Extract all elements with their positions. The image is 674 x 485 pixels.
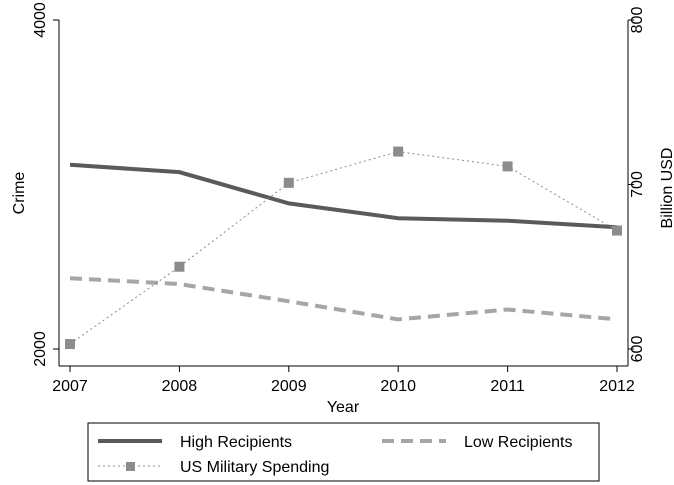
legend-marker-us-military-spending: [126, 462, 135, 471]
series-line-high-recipients: [69, 162, 618, 230]
y-right-tick-label: 600: [629, 336, 646, 363]
legend-label-us-military-spending: US Military Spending: [180, 459, 329, 476]
y-right-tick-label: 800: [629, 7, 646, 34]
series-layer: [65, 146, 622, 350]
legend-label-high-recipients: High Recipients: [180, 434, 292, 451]
x-tick-label: 2008: [162, 378, 198, 395]
plot-frame: [58, 20, 629, 367]
series-line-us-military-spending: [69, 151, 618, 345]
y-left-tick-label: 4000: [32, 2, 49, 38]
data-point-us-military-spending: [174, 261, 185, 272]
y-axis-label-right: Billion USD: [659, 148, 674, 229]
legend-label-low-recipients: Low Recipients: [464, 434, 573, 451]
y-left-tick-label: 2000: [32, 331, 49, 367]
data-point-us-military-spending: [612, 225, 622, 236]
x-tick-label: 2010: [380, 378, 416, 395]
data-point-us-military-spending: [283, 177, 294, 188]
legend-box: [87, 422, 600, 482]
x-tick-label: 2011: [490, 378, 525, 395]
x-tick-label: 2012: [599, 378, 635, 395]
data-point-us-military-spending: [393, 146, 404, 157]
y-right-tick-label: 700: [629, 171, 646, 198]
x-axis-label: Year: [327, 399, 360, 416]
data-point-us-military-spending: [502, 161, 513, 172]
x-tick-label: 2007: [52, 378, 88, 395]
legend: High Recipients Low Recipients US Milita…: [87, 422, 600, 482]
x-tick-label: 2009: [271, 378, 307, 395]
axis-ticks: 2007 2008 2009 2010 2011 2012 2000 4000 600 700 80…: [32, 2, 646, 395]
series-line-low-recipients: [69, 276, 618, 322]
y-axis-label-left: Crime: [11, 172, 28, 215]
data-point-us-military-spending: [65, 339, 75, 350]
